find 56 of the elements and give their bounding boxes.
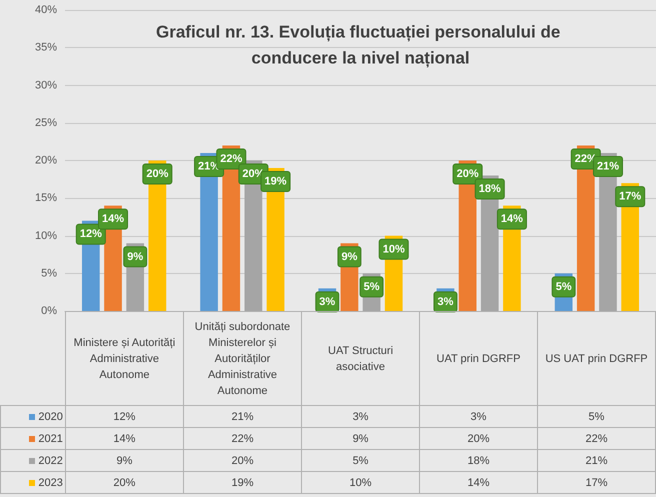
text: 20%	[456, 168, 479, 180]
data-label: 14%	[420, 472, 538, 494]
data-label: 21%	[183, 406, 302, 428]
y-tick-label: 10%	[34, 230, 58, 242]
y-tick-label: 5%	[41, 267, 58, 280]
data-label: 10%	[302, 472, 420, 494]
text: 20%	[146, 168, 168, 180]
text: 18%	[478, 183, 501, 196]
data-label: 18%	[420, 450, 538, 472]
y-tick-label: 0%	[41, 305, 58, 317]
data-label: 5%	[302, 450, 420, 472]
y-tick-label: 40%	[34, 4, 58, 16]
y-tick-label: 20%	[34, 154, 58, 166]
data-label: 9%	[302, 428, 420, 450]
y-tick-label: 15%	[34, 192, 58, 204]
text: 3%	[438, 296, 454, 308]
text: 9%	[341, 250, 358, 263]
data-label: 20%	[183, 450, 302, 472]
text: Graficul nr. 13. Evoluția fluctuației personalului de conducere la nivel național	[156, 22, 566, 68]
y-tick-label: 35%	[34, 42, 58, 54]
text: 14%	[102, 213, 124, 226]
data-label: 5%	[537, 406, 656, 428]
text: 21%	[596, 160, 619, 172]
text: 19%	[264, 176, 287, 188]
x-tick-label: Unități subordonate Ministerelor și Autorităților Administrative Autonome	[183, 312, 302, 406]
x-tick-label: Ministere și Autorități Administrative Autonome	[65, 312, 184, 406]
legend-label: 2021	[0, 428, 66, 450]
data-label: 9%	[65, 450, 184, 472]
text: 9%	[127, 250, 144, 263]
data-label: 3%	[302, 406, 420, 428]
data-label: 20%	[65, 472, 184, 494]
x-tick-label: UAT Structuri asociative	[302, 312, 420, 406]
data-label: 19%	[183, 472, 302, 494]
data-label: 17%	[537, 472, 656, 494]
data-label: 22%	[537, 428, 656, 450]
legend-label: 2022	[0, 450, 66, 472]
text: 10%	[382, 243, 405, 256]
data-label: 14%	[65, 428, 184, 450]
y-tick-label: 30%	[34, 79, 58, 92]
legend-label: 2023	[0, 472, 66, 494]
text: 22%	[220, 152, 242, 165]
data-label: 22%	[183, 428, 302, 450]
text: 12%	[80, 228, 102, 240]
data-label: 3%	[420, 406, 538, 428]
text: 3%	[319, 296, 336, 308]
text: 5%	[556, 280, 572, 293]
text: 5%	[364, 280, 380, 293]
legend-label: 2020	[0, 406, 66, 428]
y-tick-label: 25%	[34, 116, 58, 129]
data-label: 12%	[65, 406, 184, 428]
text: 14%	[500, 213, 523, 226]
data-label: 21%	[537, 450, 656, 472]
data-label: 20%	[420, 428, 538, 450]
text: 17%	[619, 190, 642, 203]
x-tick-label: US UAT prin DGRFP	[537, 312, 656, 406]
x-tick-label: UAT prin DGRFP	[420, 312, 538, 406]
